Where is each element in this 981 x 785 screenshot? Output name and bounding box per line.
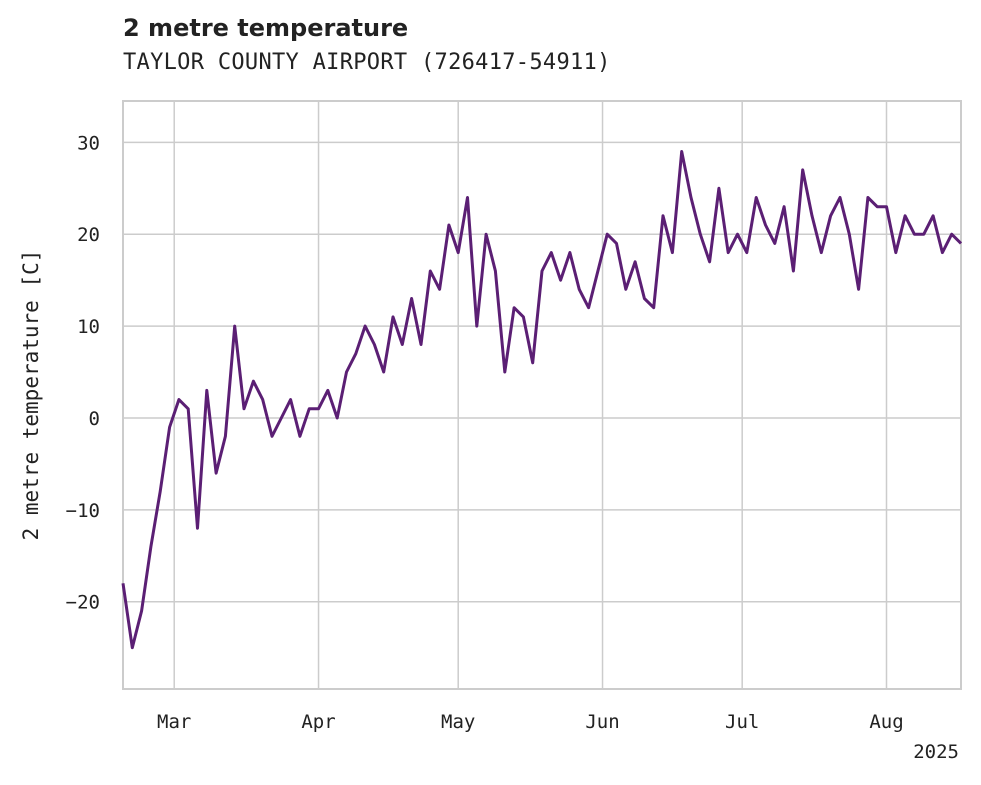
x-tick-labels: Mar Apr May Jun Jul Aug	[157, 711, 904, 733]
y-tick-label: −10	[66, 500, 100, 522]
y-tick-label: 20	[77, 224, 100, 246]
y-tick-labels: −20 −10 0 10 20 30	[66, 132, 100, 613]
y-tick-label: −20	[66, 592, 100, 614]
x-tick-label: Aug	[869, 711, 903, 733]
grid-lines	[123, 101, 961, 689]
x-tick-label: Apr	[301, 711, 335, 733]
y-tick-label: 0	[89, 408, 100, 430]
y-tick-label: 10	[77, 316, 100, 338]
y-tick-label: 30	[77, 132, 100, 154]
y-axis-label: 2 metre temperature [C]	[19, 250, 43, 541]
x-tick-label: Mar	[157, 711, 191, 733]
chart-title: 2 metre temperature	[123, 14, 409, 42]
chart-subtitle: TAYLOR COUNTY AIRPORT (726417-54911)	[123, 50, 611, 75]
x-tick-label: Jun	[585, 711, 619, 733]
plot-frame	[122, 100, 962, 690]
x-tick-label: Jul	[725, 711, 759, 733]
x-axis-year-label: 2025	[913, 741, 959, 763]
temperature-series-line	[121, 150, 963, 650]
x-tick-label: May	[441, 711, 475, 733]
